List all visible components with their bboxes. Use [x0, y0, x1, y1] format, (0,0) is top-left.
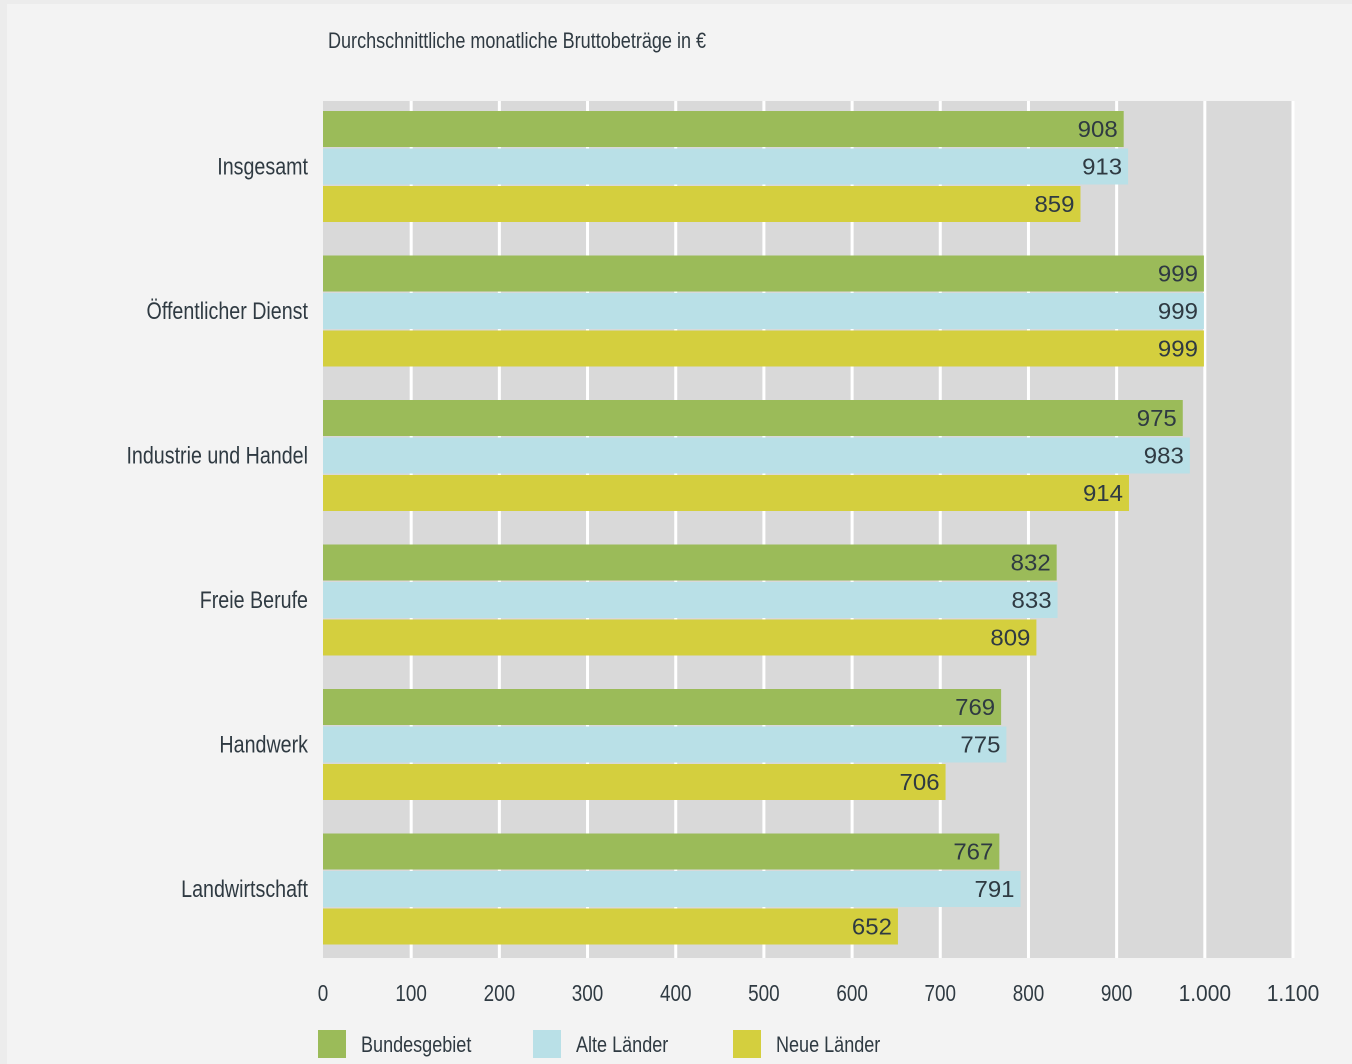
bar-alte-laender-oeffentlicher-dienst [323, 293, 1204, 329]
value-label: 706 [900, 769, 940, 795]
legend-swatch-neue-laender [733, 1030, 761, 1058]
bar-neue-laender-freie-berufe [323, 619, 1037, 656]
value-label: 914 [1083, 480, 1123, 506]
value-label: 999 [1158, 261, 1198, 287]
legend-label-alte-laender: Alte Länder [576, 1032, 669, 1057]
legend-label-neue-laender: Neue Länder [776, 1032, 881, 1057]
x-tick-label: 200 [484, 980, 516, 1006]
bar-bundesgebiet-freie-berufe [323, 544, 1057, 581]
chart-title: Durchschnittliche monatliche Bruttobeträ… [328, 28, 707, 53]
value-label: 775 [960, 732, 1000, 758]
value-label: 999 [1158, 336, 1198, 362]
category-label-landwirtschaft: Landwirtschaft [181, 875, 308, 902]
value-label: 908 [1078, 116, 1118, 142]
value-label: 832 [1011, 550, 1051, 576]
value-label: 791 [975, 876, 1015, 902]
x-tick-label: 800 [1013, 980, 1045, 1006]
bar-bundesgebiet-landwirtschaft [323, 833, 1000, 870]
x-tick-label: 100 [395, 980, 427, 1006]
x-tick-label: 300 [572, 980, 604, 1006]
category-label-freie-berufe: Freie Berufe [200, 586, 308, 613]
bar-bundesgebiet-industrie-und-handel [323, 400, 1183, 436]
x-tick-label: 1.000 [1179, 980, 1232, 1006]
bar-neue-laender-oeffentlicher-dienst [323, 330, 1204, 367]
x-tick-label: 900 [1101, 980, 1133, 1006]
value-label: 833 [1012, 587, 1052, 613]
category-label-insgesamt: Insgesamt [217, 153, 308, 180]
category-label-industrie-und-handel: Industrie und Handel [126, 442, 308, 469]
bar-alte-laender-landwirtschaft [323, 871, 1021, 907]
value-label: 913 [1082, 154, 1122, 180]
value-label: 983 [1144, 443, 1184, 469]
x-tick-label: 600 [836, 980, 868, 1006]
bar-alte-laender-handwerk [323, 726, 1007, 763]
bar-neue-laender-insgesamt [323, 186, 1081, 222]
value-label: 652 [852, 914, 892, 940]
x-tick-label: 700 [925, 980, 957, 1006]
bar-bundesgebiet-handwerk [323, 689, 1002, 725]
bar-neue-laender-landwirtschaft [323, 908, 898, 945]
x-tick-label: 400 [660, 980, 692, 1006]
bar-alte-laender-industrie-und-handel [323, 437, 1190, 474]
value-label: 999 [1158, 298, 1198, 324]
bar-alte-laender-insgesamt [323, 148, 1129, 185]
x-tick-label: 0 [318, 980, 329, 1006]
bar-bundesgebiet-insgesamt [323, 111, 1124, 147]
legend-swatch-alte-laender [533, 1030, 561, 1058]
bar-alte-laender-freie-berufe [323, 582, 1058, 618]
legend-swatch-bundesgebiet [318, 1030, 346, 1058]
category-label-handwerk: Handwerk [219, 731, 308, 758]
value-label: 975 [1137, 405, 1177, 431]
category-label-oeffentlicher-dienst: Öffentlicher Dienst [147, 297, 308, 324]
value-label: 769 [955, 694, 995, 720]
x-tick-label: 1.100 [1267, 980, 1320, 1006]
legend-label-bundesgebiet: Bundesgebiet [361, 1032, 472, 1057]
value-label: 809 [990, 625, 1030, 651]
bar-bundesgebiet-oeffentlicher-dienst [323, 255, 1204, 292]
x-tick-label: 500 [748, 980, 780, 1006]
plot-area [323, 101, 1293, 958]
value-label: 767 [953, 839, 993, 865]
value-label: 859 [1034, 191, 1074, 217]
bar-neue-laender-industrie-und-handel [323, 475, 1129, 511]
bar-neue-laender-handwerk [323, 764, 946, 800]
